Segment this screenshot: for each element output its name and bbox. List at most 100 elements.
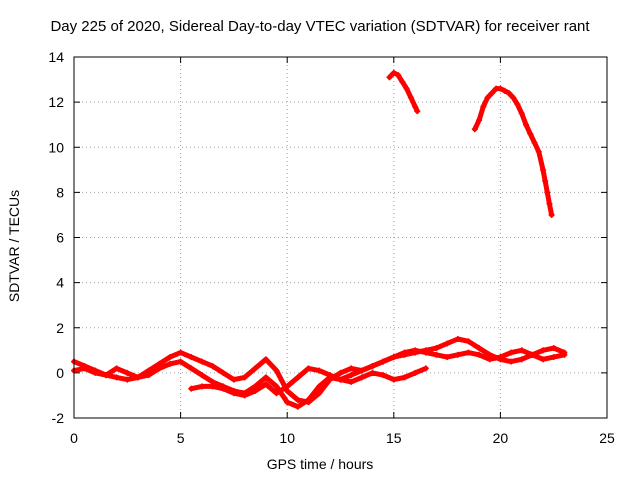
- data-point: [337, 369, 344, 376]
- y-tick-label: 6: [56, 230, 64, 246]
- data-point: [220, 369, 227, 376]
- data-point: [540, 166, 547, 173]
- series-track-e: [471, 85, 555, 218]
- data-point: [444, 354, 451, 361]
- axis-layer: 0 5 10 15 20 25 -2 0 2 4 6 8 10 12 14: [48, 49, 615, 446]
- x-tick-label: 15: [386, 430, 402, 446]
- y-tick-label: 8: [56, 184, 64, 200]
- data-point: [166, 354, 173, 361]
- y-tick-label: 2: [56, 320, 64, 336]
- y-tick-label: 10: [48, 139, 64, 155]
- data-point: [522, 121, 529, 128]
- data-point: [220, 385, 227, 392]
- x-tick-label: 25: [599, 430, 615, 446]
- data-point: [390, 376, 397, 383]
- data-point: [273, 383, 280, 390]
- data-point: [510, 94, 517, 101]
- data-point: [177, 358, 184, 365]
- data-point: [326, 372, 333, 379]
- data-point: [156, 365, 163, 372]
- data-point: [198, 383, 205, 390]
- data-point: [544, 189, 551, 196]
- chart-title: Day 225 of 2020, Sidereal Day-to-day VTE…: [50, 18, 590, 35]
- plot-border: [73, 56, 608, 419]
- data-point: [531, 139, 538, 146]
- data-point: [358, 374, 365, 381]
- data-point: [497, 354, 504, 361]
- data-point: [262, 356, 269, 363]
- data-point: [399, 78, 406, 85]
- data-point: [508, 349, 515, 356]
- data-point: [284, 399, 291, 406]
- x-tick-label: 20: [493, 430, 509, 446]
- data-point: [348, 365, 355, 372]
- data-point: [252, 365, 259, 372]
- data-point: [145, 372, 152, 379]
- data-point: [540, 356, 547, 363]
- data-point: [480, 103, 487, 110]
- y-tick-label: 4: [56, 275, 64, 291]
- data-point: [273, 390, 280, 397]
- data-point: [412, 103, 419, 110]
- series-layer: [71, 69, 568, 410]
- data-point: [550, 354, 557, 361]
- data-point: [505, 90, 512, 97]
- data-point: [134, 374, 141, 381]
- data-point: [380, 372, 387, 379]
- data-point: [529, 351, 536, 358]
- data-point: [166, 360, 173, 367]
- grid-layer: [74, 57, 607, 418]
- data-point: [484, 94, 491, 101]
- data-point: [471, 126, 478, 133]
- data-point: [401, 374, 408, 381]
- x-tick-label: 0: [70, 430, 78, 446]
- data-point: [433, 351, 440, 358]
- data-point: [514, 101, 521, 108]
- data-point: [465, 338, 472, 345]
- data-point: [414, 108, 421, 115]
- data-point: [527, 130, 534, 137]
- data-point: [369, 363, 376, 370]
- data-point: [284, 383, 291, 390]
- data-point: [454, 351, 461, 358]
- y-axis-label: SDTVAR / TECUs: [6, 189, 22, 303]
- data-point: [433, 345, 440, 352]
- data-point: [548, 211, 555, 218]
- x-axis-label: GPS time / hours: [266, 456, 374, 472]
- data-point: [380, 358, 387, 365]
- data-point: [550, 345, 557, 352]
- data-point: [390, 69, 397, 76]
- data-point: [412, 369, 419, 376]
- data-point: [230, 390, 237, 397]
- data-point: [252, 387, 259, 394]
- data-point: [241, 392, 248, 399]
- data-point: [316, 383, 323, 390]
- data-point: [294, 374, 301, 381]
- data-point: [262, 374, 269, 381]
- data-point: [348, 378, 355, 385]
- y-tick-label: 12: [48, 94, 64, 110]
- data-point: [337, 376, 344, 383]
- data-point: [316, 390, 323, 397]
- data-point: [486, 356, 493, 363]
- data-point: [198, 358, 205, 365]
- data-point: [113, 374, 120, 381]
- data-point: [386, 74, 393, 81]
- data-point: [262, 381, 269, 388]
- data-point: [124, 369, 131, 376]
- data-point: [124, 376, 131, 383]
- data-point: [546, 200, 553, 207]
- data-point: [113, 365, 120, 372]
- x-tick-label: 10: [279, 430, 295, 446]
- data-point: [188, 365, 195, 372]
- data-point: [542, 178, 549, 185]
- data-point: [81, 365, 88, 372]
- data-point: [369, 369, 376, 376]
- data-point: [535, 148, 542, 155]
- data-point: [305, 365, 312, 372]
- data-point: [476, 345, 483, 352]
- y-tick-label: 0: [56, 365, 64, 381]
- data-point: [305, 396, 312, 403]
- data-point: [273, 367, 280, 374]
- data-point: [412, 347, 419, 354]
